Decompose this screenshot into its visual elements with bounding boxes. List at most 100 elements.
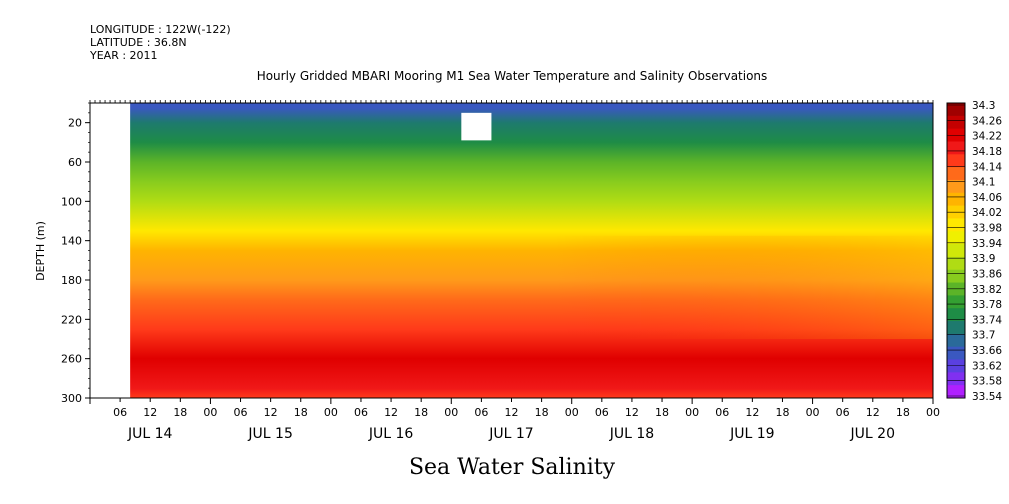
x-hour-label: 00 — [685, 406, 699, 419]
x-hour-label: 06 — [715, 406, 729, 419]
colorbar-label: 33.66 — [972, 345, 1002, 357]
x-hour-label: 12 — [264, 406, 278, 419]
missing-data-region — [90, 103, 131, 398]
x-hour-label: 12 — [745, 406, 759, 419]
colorbar-label: 33.58 — [972, 376, 1002, 388]
x-hour-label: 06 — [354, 406, 368, 419]
colorbar-segment — [947, 244, 965, 258]
colorbar-label: 33.82 — [972, 284, 1002, 296]
y-axis: 20 60 100 140 180 220 260 300 — [61, 102, 90, 405]
x-hour-label: 18 — [655, 406, 669, 419]
y-tick-label: 140 — [61, 235, 82, 248]
y-tick-label: 180 — [61, 274, 82, 287]
plot-area — [89, 100, 934, 399]
colorbar-label: 33.78 — [972, 299, 1002, 311]
x-day-label: JUL 16 — [368, 426, 414, 442]
colorbar-label: 34.14 — [972, 161, 1002, 173]
colorbar-segment — [947, 385, 965, 399]
x-axis-title: Sea Water Salinity — [408, 455, 616, 480]
x-hour-label: 12 — [143, 406, 157, 419]
x-hour-label: 06 — [474, 406, 488, 419]
y-tick-label: 100 — [61, 195, 82, 208]
x-hour-label: 12 — [384, 406, 398, 419]
x-hour-label: 12 — [505, 406, 519, 419]
y-tick-label: 20 — [68, 117, 82, 130]
colorbar-label: 33.98 — [972, 223, 1002, 235]
y-tick-label: 220 — [61, 313, 82, 326]
colorbar-label: 34.3 — [972, 100, 995, 112]
colorbar-label: 34.1 — [972, 177, 995, 189]
colorbar-label: 34.18 — [972, 146, 1002, 158]
x-hour-label: 12 — [866, 406, 880, 419]
x-hour-label: 06 — [836, 406, 850, 419]
x-hour-label: 06 — [234, 406, 248, 419]
x-axis: 06 12 18 00 06 12 18 00 06 12 18 00 06 12 18 00 06 12 18 00… — [89, 398, 940, 442]
colorbar-segment — [947, 103, 965, 117]
colorbar-segment — [947, 218, 965, 232]
y-axis-label: DEPTH (m) — [34, 221, 47, 281]
x-hour-label: 00 — [444, 406, 458, 419]
colorbar-segment — [947, 167, 965, 181]
colorbar-label: 34.22 — [972, 131, 1002, 143]
missing-data-region — [461, 112, 492, 141]
colorbar-segment — [947, 269, 965, 284]
x-hour-label: 00 — [203, 406, 217, 419]
colorbar-segment — [947, 372, 965, 386]
colorbar-segment — [947, 128, 965, 142]
colorbar-label: 34.06 — [972, 192, 1002, 204]
chart-title: Hourly Gridded MBARI Mooring M1 Sea Wate… — [256, 69, 768, 83]
x-hour-label: 18 — [414, 406, 428, 419]
colorbar-segment — [947, 333, 965, 348]
x-hour-label: 18 — [535, 406, 549, 419]
colorbar-label: 33.9 — [972, 253, 995, 265]
x-hour-label: 00 — [324, 406, 338, 419]
colorbar-label: 33.62 — [972, 360, 1002, 372]
colorbar-segment — [947, 154, 965, 168]
salinity-variation — [90, 235, 933, 339]
y-tick-label: 60 — [68, 156, 82, 169]
colorbar-segment — [947, 295, 965, 309]
colorbar-segment — [947, 359, 965, 373]
x-hour-label: 06 — [113, 406, 127, 419]
colorbar-label: 33.86 — [972, 268, 1002, 280]
colorbar-frame — [946, 102, 966, 399]
colorbar-segment — [947, 282, 965, 296]
year-label: YEAR : 2011 — [90, 49, 158, 62]
x-day-label: JUL 19 — [729, 426, 774, 442]
x-hour-label: 00 — [565, 406, 579, 419]
x-hour-label: 00 — [806, 406, 820, 419]
x-hour-label: 12 — [625, 406, 639, 419]
colorbar-segment — [947, 321, 965, 335]
colorbar-segment — [947, 308, 965, 322]
x-day-label: JUL 15 — [247, 426, 292, 442]
colorbar-label: 33.74 — [972, 314, 1002, 326]
x-hour-label: 18 — [173, 406, 187, 419]
colorbar-segment — [947, 256, 965, 271]
colorbar-label: 33.7 — [972, 330, 995, 342]
latitude-label: LATITUDE : 36.8N — [90, 36, 187, 49]
y-tick-label: 260 — [61, 353, 82, 366]
colorbar-segment — [947, 192, 965, 207]
colorbar-segment — [947, 346, 965, 361]
colorbar-segment — [947, 115, 965, 130]
x-hour-label: 18 — [896, 406, 910, 419]
x-hour-label: 06 — [595, 406, 609, 419]
y-tick-label: 300 — [61, 392, 82, 405]
colorbar-label: 34.02 — [972, 207, 1002, 219]
x-day-label: JUL 20 — [850, 426, 895, 442]
x-hour-label: 18 — [775, 406, 789, 419]
longitude-label: LONGITUDE : 122W(-122) — [90, 23, 231, 36]
colorbar-segment — [947, 179, 965, 194]
colorbar-segment — [947, 231, 965, 245]
x-day-label: JUL 17 — [488, 426, 533, 442]
x-day-label: JUL 14 — [127, 426, 173, 442]
colorbar-segment — [947, 141, 965, 155]
colorbar-label: 33.54 — [972, 391, 1002, 403]
x-hour-label: 18 — [294, 406, 308, 419]
colorbar: 34.3 34.26 34.22 34.18 34.14 34.1 34.06 34.02 33… — [946, 100, 1002, 403]
x-day-label: JUL 18 — [609, 426, 654, 442]
x-hour-label: 00 — [926, 406, 940, 419]
colorbar-label: 33.94 — [972, 238, 1002, 250]
colorbar-label: 34.26 — [972, 115, 1002, 127]
